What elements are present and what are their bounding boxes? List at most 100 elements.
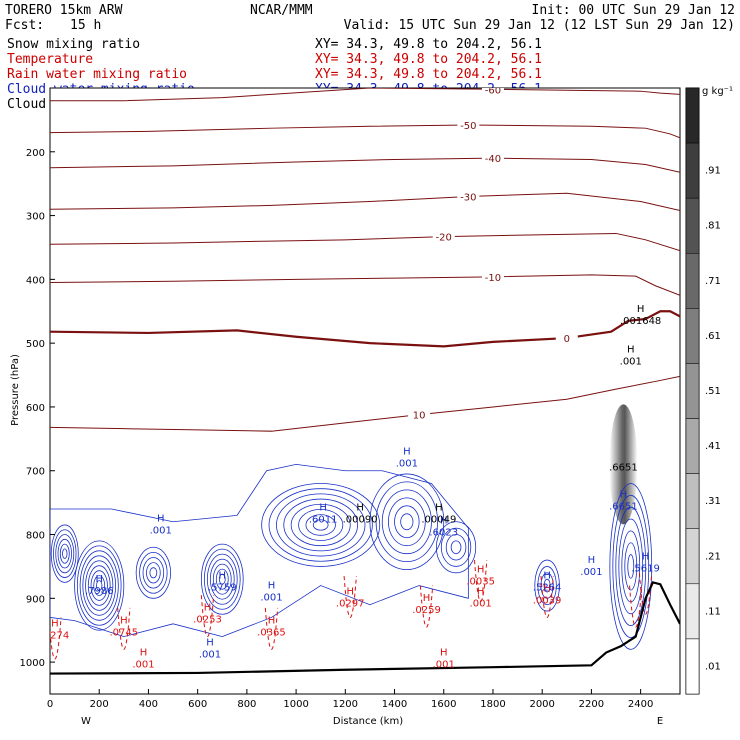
maximum-value-label: .0259 xyxy=(412,605,441,616)
temperature-label-bg xyxy=(481,270,504,282)
maximum-value-label: .0745 xyxy=(110,627,139,638)
x-tick-label: 1200 xyxy=(333,699,358,710)
temperature-contour xyxy=(50,192,680,211)
maximum-marker: H xyxy=(440,647,448,658)
cloud-water-contour xyxy=(218,573,226,585)
x-tick-label: 0 xyxy=(47,699,53,710)
maximum-marker: H xyxy=(642,552,650,563)
rain-water-contour xyxy=(638,572,653,615)
maximum-value-label: .001648 xyxy=(620,316,661,327)
cloud-water-contour xyxy=(305,514,336,536)
maximum-marker: H xyxy=(620,490,628,501)
cloud-water-contour xyxy=(212,563,232,595)
cloud-water-contour xyxy=(445,534,467,561)
cloud-water-contour xyxy=(534,559,560,612)
x-tick-label: 2400 xyxy=(628,699,653,710)
maximum-marker: H xyxy=(51,619,59,630)
cloud-water-contour xyxy=(146,562,161,584)
rain-water-contour xyxy=(540,575,554,618)
maximum-marker: H xyxy=(268,615,276,626)
maximum-value-label: .001 xyxy=(150,525,172,536)
temperature-contour-label: 10 xyxy=(413,411,426,422)
maximum-marker: H xyxy=(440,515,448,526)
maximum-value-label: .001 xyxy=(470,599,492,610)
rain-water-contour xyxy=(343,575,357,618)
cloud-water-contour xyxy=(283,498,359,552)
cloud-water-contour xyxy=(135,546,171,599)
cloud-water-contour xyxy=(387,497,426,547)
temperature-contour xyxy=(50,157,680,173)
rain-water-contour xyxy=(629,585,643,628)
field-xy: XY= 34.3, 49.8 to 204.2, 56.1 xyxy=(315,52,542,67)
maximum-value-label: .6011 xyxy=(309,514,338,525)
maximum-marker: H xyxy=(543,571,551,582)
maximum-marker: H xyxy=(423,593,431,604)
cloud-water-contour xyxy=(612,494,650,638)
temperature-label-bg xyxy=(481,88,504,95)
maximum-marker: H xyxy=(435,502,443,513)
fcst-value: 15 h xyxy=(70,18,101,33)
cloud-water-contour xyxy=(394,505,420,539)
cloud-water-contour xyxy=(209,558,235,600)
temperature-label-bg xyxy=(432,230,455,242)
cloud-water-contour xyxy=(381,489,432,555)
cloud-water-contour xyxy=(142,557,165,589)
maximum-value-label: .5619 xyxy=(631,564,660,575)
maximum-value-label: .6651 xyxy=(609,502,638,513)
colorbar-level-label: .41 xyxy=(705,441,721,452)
cloud-water-contour xyxy=(215,568,229,590)
temperature-label-bg xyxy=(408,408,431,420)
cloud-water-contour xyxy=(96,580,103,591)
maximum-marker: H xyxy=(219,571,227,582)
cloud-water-contour xyxy=(87,565,111,606)
rain-water-contour xyxy=(117,607,131,650)
x-axis-label: Distance (km) xyxy=(333,716,403,727)
x-tick-label: 2200 xyxy=(579,699,604,710)
cloud-water-contour xyxy=(76,545,122,626)
cloud-water-contour xyxy=(400,513,414,531)
colorbar-segment xyxy=(685,308,700,364)
maximum-value-label: .001 xyxy=(396,458,418,469)
y-tick-label: 1000 xyxy=(20,658,45,669)
terrain-line xyxy=(50,581,680,675)
maximum-marker: H xyxy=(543,584,551,595)
cloud-water-contour xyxy=(53,529,77,578)
maximum-marker: H xyxy=(157,513,165,524)
maximum-marker: H xyxy=(403,446,411,457)
temperature-contour-label: -50 xyxy=(460,121,476,132)
cloud-water-contour xyxy=(149,567,158,579)
cloud-water-contour xyxy=(543,578,551,593)
colorbar-segment xyxy=(685,197,700,254)
maximum-value-label: .6023 xyxy=(429,527,458,538)
maximum-value-label: .0039 xyxy=(533,596,562,607)
x-tick-label: 1800 xyxy=(480,699,505,710)
axes-layer: 0 200 400 600 800 1000 1200 1400 1600 1800 2000 220… xyxy=(20,148,654,710)
colorbar-segment xyxy=(685,253,700,309)
cloud-water-contour xyxy=(139,551,168,594)
cloud-water-contour xyxy=(627,554,635,579)
cloud-water-contour xyxy=(200,543,244,615)
colorbar: .01 .11 .21 .31 .41 .51 .61 .71 .81 .91 xyxy=(685,87,721,695)
maximum-value-label: .5264 xyxy=(533,583,562,594)
temperature-contour-label: -60 xyxy=(485,85,501,96)
temperature-contour-label: -40 xyxy=(485,154,501,165)
cloud-water-contour xyxy=(298,509,344,541)
cloud-water-contour xyxy=(290,503,351,547)
y-tick-label: 500 xyxy=(26,339,45,350)
maximum-marker: H xyxy=(120,615,128,626)
colorbar-level-label: .11 xyxy=(705,606,721,617)
temperature-label-bg xyxy=(481,152,504,164)
field-label: Rain water mixing ratio xyxy=(7,67,187,82)
colorbar-segment xyxy=(685,528,700,585)
maximum-value-label: .0035 xyxy=(466,576,495,587)
temperature-contour xyxy=(50,310,680,348)
y-tick-label: 800 xyxy=(26,531,45,542)
maximum-marker: H xyxy=(268,580,276,591)
maximum-marker: H xyxy=(346,587,354,598)
y-tick-label: 900 xyxy=(26,594,45,605)
maximum-value-label: .001 xyxy=(132,659,154,670)
colorbar-level-label: .61 xyxy=(705,331,721,342)
cloud-water-contour xyxy=(375,481,438,563)
